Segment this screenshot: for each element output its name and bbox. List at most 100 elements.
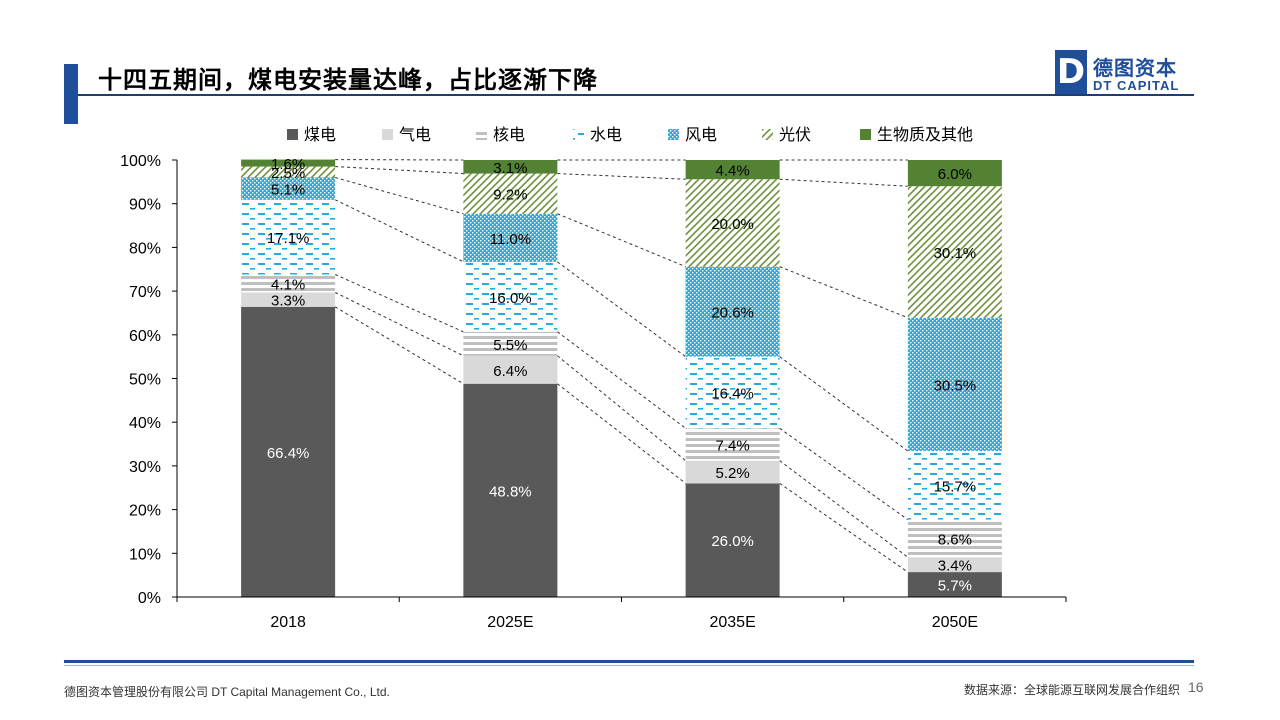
legend-label: 光伏 (779, 126, 811, 144)
y-tick-label: 60% (129, 328, 161, 345)
data-labels: 66.4% 3.3%4.1% 17.1% 5.1%2.5%1.6% 48.8% 6.4% 5… (267, 156, 976, 594)
bar-segment (241, 177, 336, 200)
data-label: 9.2% (493, 187, 527, 204)
bar-segment (685, 483, 780, 597)
data-label: 8.6% (938, 531, 972, 548)
connector-line (557, 213, 686, 268)
chart-legend: 煤电 气电 核电 水电 风电 光伏 生物质及其他 (287, 126, 973, 144)
data-label: 20.6% (711, 305, 754, 322)
bar-segment (907, 186, 1002, 318)
bar-segment (685, 460, 780, 484)
bar-segment (685, 356, 780, 429)
legend-swatch (476, 129, 487, 140)
y-tick-label: 0% (138, 590, 161, 607)
x-tick-label: 2050E (932, 614, 978, 631)
data-label: 4.4% (716, 163, 750, 180)
bar-segment (463, 355, 558, 384)
data-label: 16.0% (489, 290, 532, 307)
slide-title: 十四五期间，煤电安装量达峰，占比逐渐下降 (98, 67, 598, 94)
connector-line (779, 460, 909, 558)
bar-segment (463, 383, 558, 597)
bar-segment (241, 166, 336, 178)
bar-segment (463, 213, 558, 262)
connector-line (334, 291, 464, 357)
connector-line (779, 427, 909, 521)
x-axis: 2018 2025E 2035E 2050E (176, 596, 1067, 631)
y-tick-label: 50% (129, 372, 161, 389)
bar-segment (241, 306, 336, 597)
y-tick-label: 10% (129, 546, 161, 563)
footer-rule (64, 660, 1194, 663)
data-label: 16.4% (711, 385, 754, 402)
data-label: 30.1% (934, 245, 977, 262)
y-tick-label: 20% (129, 503, 161, 520)
connector-line (779, 178, 908, 187)
data-label: 11.0% (490, 231, 531, 248)
company-logo: D 德图资本 DT CAPITAL (1055, 50, 1195, 96)
data-label: 6.4% (493, 363, 527, 380)
bar-segment (907, 451, 1002, 520)
data-label: 3.4% (938, 558, 972, 575)
stacked-bar-chart: 煤电 气电 核电 水电 风电 光伏 生物质及其他 0% 10% 20% 30% 40% 50% 60% 7… (120, 126, 1067, 631)
footer-source: 数据来源：全球能源互联网发展合作组织 (963, 683, 1180, 697)
bar-segment (241, 292, 336, 307)
bar-segment (241, 199, 336, 275)
legend-swatch (860, 129, 871, 140)
bar-segment (685, 266, 780, 357)
y-tick-label: 30% (129, 459, 161, 476)
bar-segment (463, 173, 558, 214)
title-underline (78, 94, 1194, 96)
bar-segment (685, 428, 780, 461)
legend-swatch (382, 129, 393, 140)
bar-segment (241, 159, 336, 167)
bar-segment (463, 160, 558, 174)
data-label: 20.0% (711, 216, 754, 233)
bar-segment (907, 557, 1002, 573)
connector-line (557, 173, 686, 180)
legend-label: 煤电 (304, 126, 336, 144)
legend-label: 气电 (399, 126, 431, 144)
data-label: 5.1% (271, 182, 305, 199)
bars (241, 159, 1002, 597)
data-label: 66.4% (267, 445, 310, 462)
data-label: 15.7% (934, 478, 977, 495)
logo-mark: D (1055, 50, 1087, 94)
legend-swatch (668, 129, 679, 140)
y-tick-label: 90% (129, 197, 161, 214)
bar-segment (685, 160, 780, 180)
title-accent-bar (64, 64, 78, 124)
connector-line (335, 166, 464, 175)
data-label: 48.8% (489, 483, 532, 500)
y-axis: 0% 10% 20% 30% 40% 50% 60% 70% 80% 90% 100% (120, 153, 178, 607)
data-label: 5.2% (716, 465, 750, 482)
bar-segment (907, 317, 1002, 452)
x-tick-label: 2025E (487, 614, 533, 631)
legend-label: 风电 (685, 126, 717, 144)
bar-segment (685, 179, 780, 267)
bar-segment (241, 274, 336, 293)
data-label: 5.7% (938, 578, 972, 595)
legend-swatch (287, 129, 298, 140)
connector-line (557, 355, 686, 462)
legend-swatch (573, 129, 584, 140)
y-tick-label: 100% (120, 153, 161, 170)
x-tick-label: 2018 (270, 614, 306, 631)
footer-company: 德图资本管理股份有限公司 DT Capital Management Co., … (64, 685, 390, 699)
legend-swatch (762, 129, 773, 140)
data-label: 6.0% (938, 166, 972, 183)
footer-rule-thin (64, 665, 1194, 666)
connector-line (334, 176, 464, 215)
bar-segment (907, 160, 1002, 187)
data-label: 4.1% (271, 276, 305, 293)
connector-lines (334, 159, 909, 573)
logo-english-name: DT CAPITAL (1093, 78, 1180, 93)
connector-line (334, 274, 464, 333)
data-label: 3.1% (493, 160, 527, 177)
connector-line (779, 356, 909, 452)
legend-label: 生物质及其他 (877, 126, 973, 144)
data-label: 7.4% (716, 437, 750, 454)
data-label: 3.3% (271, 293, 305, 310)
page-number: 16 (1188, 679, 1204, 695)
data-label: 17.1% (267, 230, 310, 247)
bar-segment (463, 331, 558, 356)
